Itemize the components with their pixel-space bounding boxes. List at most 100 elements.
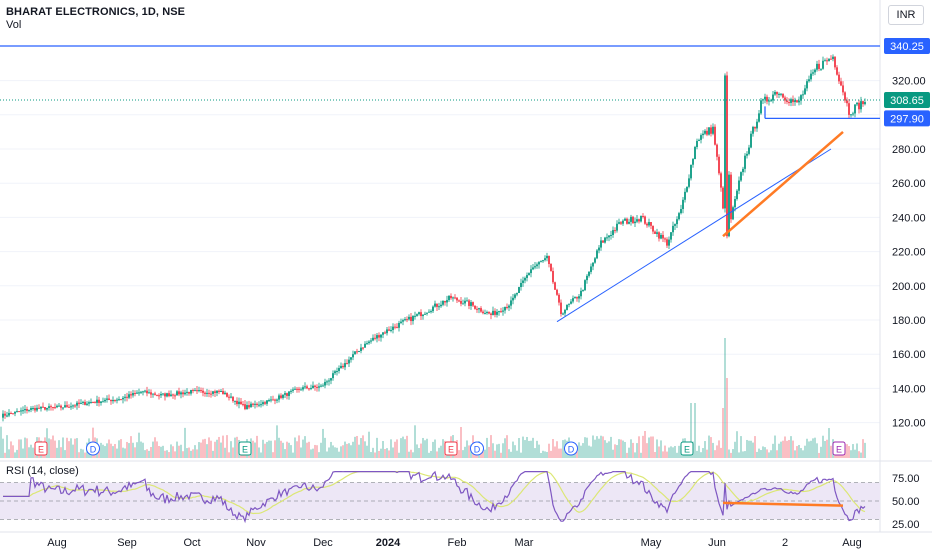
candle-body: [672, 225, 674, 233]
volume-bar: [62, 437, 64, 458]
volume-bar: [432, 441, 434, 458]
volume-bar: [202, 439, 204, 458]
volume-bar: [190, 450, 192, 458]
candle-body: [606, 237, 608, 239]
candle-body: [8, 413, 10, 416]
dividend-marker[interactable]: D: [564, 441, 578, 456]
candle-body: [576, 297, 578, 299]
currency-selector[interactable]: INR: [888, 5, 924, 25]
volume-bar: [340, 446, 342, 458]
volume-bar: [864, 442, 866, 458]
volume-bar: [274, 440, 276, 458]
candle-body: [860, 101, 862, 110]
volume-bar: [706, 449, 708, 458]
volume-bar: [32, 447, 34, 458]
volume-bar: [404, 439, 406, 458]
volume-bar: [758, 448, 760, 458]
candle-body: [230, 396, 232, 398]
earnings-marker[interactable]: E: [832, 441, 846, 456]
candle-body: [626, 218, 628, 224]
candle-body: [816, 63, 818, 70]
candle-body: [826, 60, 828, 62]
candle-body: [588, 271, 590, 276]
earnings-marker[interactable]: E: [680, 441, 694, 456]
volume-bar: [164, 450, 166, 458]
volume-bar: [496, 444, 498, 458]
candle-body: [214, 391, 216, 393]
volume-bar: [188, 447, 190, 458]
price-tick-label: 180.00: [892, 315, 926, 327]
candle-body: [428, 311, 430, 313]
marker-letter: E: [242, 445, 248, 455]
candle-body: [114, 399, 116, 401]
volume-bar: [506, 435, 508, 458]
candle-body: [686, 186, 688, 192]
volume-bar: [406, 435, 408, 458]
time-tick-label: Sep: [117, 537, 137, 549]
dividend-marker[interactable]: D: [470, 441, 484, 456]
candle-body: [726, 75, 728, 237]
candle-body: [698, 139, 700, 141]
candle-body: [602, 240, 604, 243]
candle-body: [46, 407, 48, 410]
candle-body: [410, 316, 412, 322]
volume-bar: [674, 445, 676, 458]
candle-body: [138, 392, 140, 394]
candle-body: [842, 85, 844, 93]
volume-bar: [528, 440, 530, 458]
volume-bar: [610, 436, 612, 458]
candle-body: [176, 391, 178, 396]
candle-body: [272, 399, 274, 401]
volume-bar: [442, 439, 444, 458]
volume-bar: [434, 439, 436, 458]
marker-frame: [832, 441, 846, 456]
earnings-marker[interactable]: E: [238, 441, 252, 456]
candle-body: [276, 399, 278, 401]
volume-bar: [264, 443, 266, 458]
volume-bar: [170, 444, 172, 458]
volume-bar: [396, 439, 398, 458]
marker-letter: D: [568, 445, 575, 455]
volume-bar: [764, 447, 766, 458]
volume-bar: [806, 438, 808, 458]
candle-body: [76, 402, 78, 406]
candle-body: [360, 347, 362, 351]
candle-body: [520, 282, 522, 288]
candle-body: [408, 316, 410, 320]
volume-bar: [352, 441, 354, 458]
candle-body: [208, 392, 210, 394]
volume-bar: [22, 448, 24, 458]
candle-body: [234, 400, 236, 402]
candle-body: [692, 159, 694, 165]
volume-bar: [428, 452, 430, 458]
volume-bar: [154, 437, 156, 458]
time-tick-label: Nov: [246, 537, 266, 549]
volume-bar: [542, 450, 544, 458]
volume-bar: [360, 438, 362, 458]
candle-body: [432, 306, 434, 312]
candle-body: [662, 234, 664, 239]
candle-body: [670, 232, 672, 240]
volume-bar: [370, 452, 372, 458]
earnings-marker[interactable]: E: [444, 441, 458, 456]
volume-bar: [284, 449, 286, 458]
dividend-marker[interactable]: D: [86, 441, 100, 456]
candle-body: [510, 300, 512, 306]
volume-bar: [638, 436, 640, 458]
volume-bar: [526, 436, 528, 458]
volume-bar: [300, 447, 302, 458]
volume-bar: [308, 441, 310, 458]
candle-body: [772, 94, 774, 101]
volume-bar: [602, 436, 604, 458]
earnings-marker[interactable]: E: [34, 441, 48, 456]
volume-bar: [854, 449, 856, 458]
volume-bar: [326, 451, 328, 458]
volume-bar: [486, 437, 488, 458]
volume-bars: [0, 338, 866, 458]
candle-body: [430, 311, 432, 313]
volume-bar: [618, 439, 620, 458]
volume-bar: [114, 444, 116, 458]
candle-body: [146, 390, 148, 394]
